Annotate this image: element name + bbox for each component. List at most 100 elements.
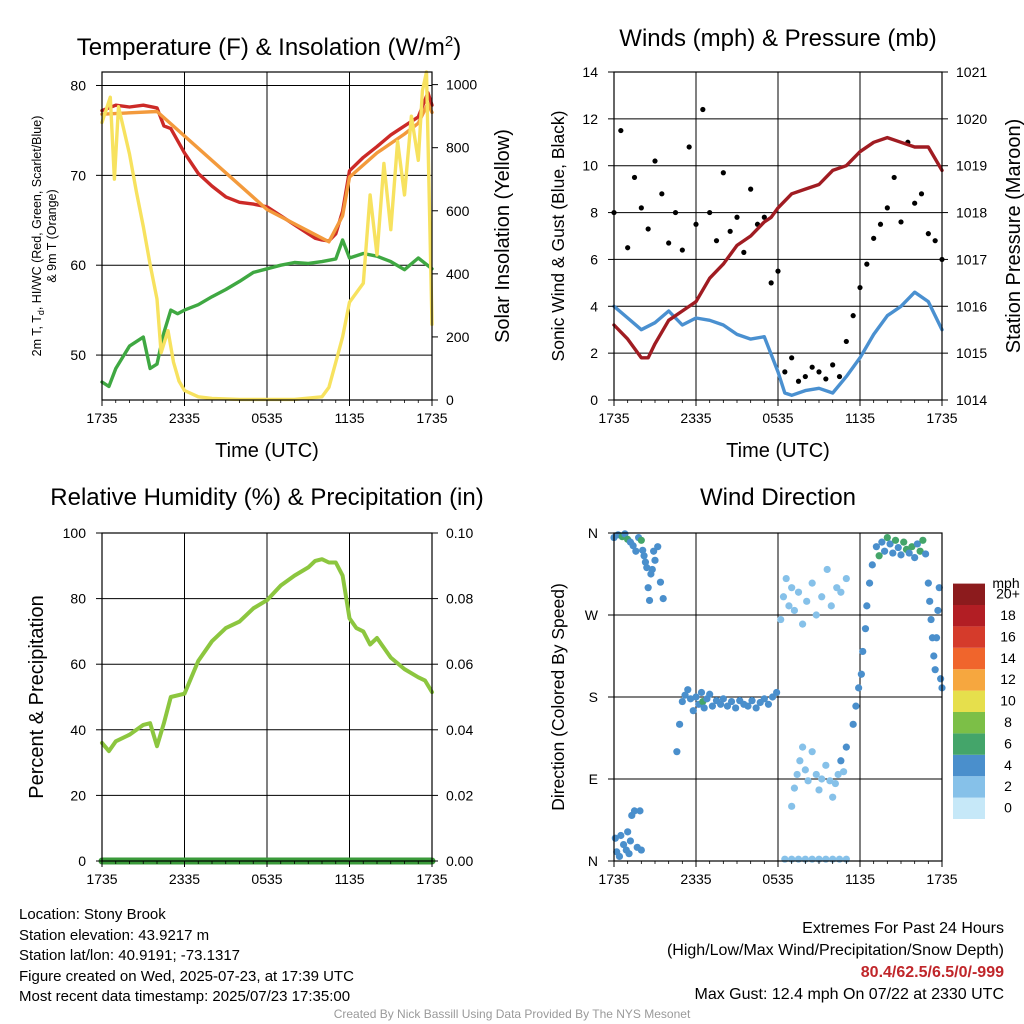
direction-point [790,784,799,792]
y-tick-label: 4 [590,298,598,314]
y-right-tick-label: 1019 [956,158,987,174]
y-tick-label: 8 [590,205,598,221]
y-tick-label: 12 [582,111,598,127]
direction-point [732,704,740,712]
direction-point [619,841,628,849]
humidity-chart: 1735 2335 0535 1135 17350204060801000.000.02… [26,484,484,887]
x-tick-label: 1735 [926,871,957,887]
direction-point [656,578,665,586]
x-tick-label: 1135 [334,410,364,426]
extremes-panel: Extremes For Past 24 Hours (High/Low/Max… [667,918,1004,1006]
x-axis-label: Time (UTC) [726,440,830,462]
direction-point [822,855,830,863]
direction-point [913,540,922,548]
x-axis-label: Time (UTC) [215,440,319,462]
y-tick-label: 50 [70,347,86,363]
direction-point [859,647,867,656]
direction-point [849,720,857,728]
station-location: Location: Stony Brook [19,906,166,923]
gust-point [912,200,918,206]
sonic-wind-line [612,290,944,397]
chart-title: Relative Humidity (%) & Precipitation (i… [50,484,483,511]
direction-point [815,786,823,794]
y-tick-label: 0 [590,392,598,408]
y-tick-label: 100 [63,525,87,541]
direction-point [908,543,916,551]
x-tick-label: 1135 [334,871,364,887]
y-tick-label: 14 [582,64,598,80]
direction-point [640,552,648,560]
direction-point [659,595,667,603]
direction-point [641,558,650,566]
y-tick-label: 6 [590,251,598,267]
direction-point [823,565,831,574]
direction-point [934,606,942,615]
y-axis-label: Sonic Wind & Gust (Blue, Black) [548,111,568,362]
direction-point [889,549,897,557]
gust-point [638,205,644,211]
direction-point [872,543,881,551]
x-tick-label: 1735 [86,871,117,887]
extremes-values: 80.4/62.5/6.5/0/-999 [860,964,1004,981]
direction-point [630,807,639,815]
chart-title: Winds (mph) & Pressure (mb) [619,25,936,52]
direction-point [894,543,902,552]
y-tick-label: 70 [70,167,86,183]
gust-point [672,209,679,216]
direction-point [829,793,837,801]
gust-point [666,240,672,246]
direction-point [924,579,932,587]
direction-point [744,702,752,710]
direction-point [799,620,807,628]
direction-point [781,855,789,863]
y-tick-label: 60 [70,257,86,273]
y-tick-label: 0 [78,853,86,869]
direction-point [782,574,790,583]
direction-point [773,688,781,697]
gust-point [659,191,665,197]
gust-point [707,209,713,216]
direction-point [863,602,871,610]
gust-point [884,205,890,211]
direction-point [643,564,651,572]
direction-point [922,550,930,558]
gust-point [618,127,624,134]
x-tick-label: 2335 [169,871,200,887]
gust-point [816,369,822,375]
direction-point [919,536,927,544]
gust-point [727,228,733,234]
direction-point [785,602,793,610]
direction-point [796,757,804,765]
gust-point [795,378,802,384]
direction-point [790,606,799,615]
x-tick-label: 1135 [845,871,875,887]
direction-point [648,565,656,574]
direction-point [624,828,632,836]
direction-point [808,748,816,756]
direction-point [826,777,834,785]
gust-point [789,355,795,361]
y-right-tick-label: 0.00 [446,853,473,869]
direction-point [615,852,624,861]
y-right-tick-label: 0.10 [446,525,473,541]
credit-line: Created By Nick Bassill Using Data Provi… [333,1007,691,1021]
direction-point [878,538,886,546]
direction-point [777,615,785,624]
direction-point [812,611,820,619]
direction-point [834,770,842,779]
direction-point [937,675,945,683]
direction-point [692,693,700,701]
gust-point [645,226,651,232]
direction-point [727,697,736,706]
direction-point [897,551,905,559]
chart-title: Temperature (F) & Insolation (W/m2) [77,33,461,61]
gust-point [802,373,808,380]
direction-point [752,704,760,712]
direction-point [617,831,625,840]
y-right-tick-label: 1014 [956,392,987,408]
speed-legend: mph 0 2 4 6 8 10 12 14 16 18 20+ [953,575,1020,819]
direction-point [760,695,768,703]
direction-point [808,579,816,587]
y-right-tick-label: 1021 [956,64,987,80]
